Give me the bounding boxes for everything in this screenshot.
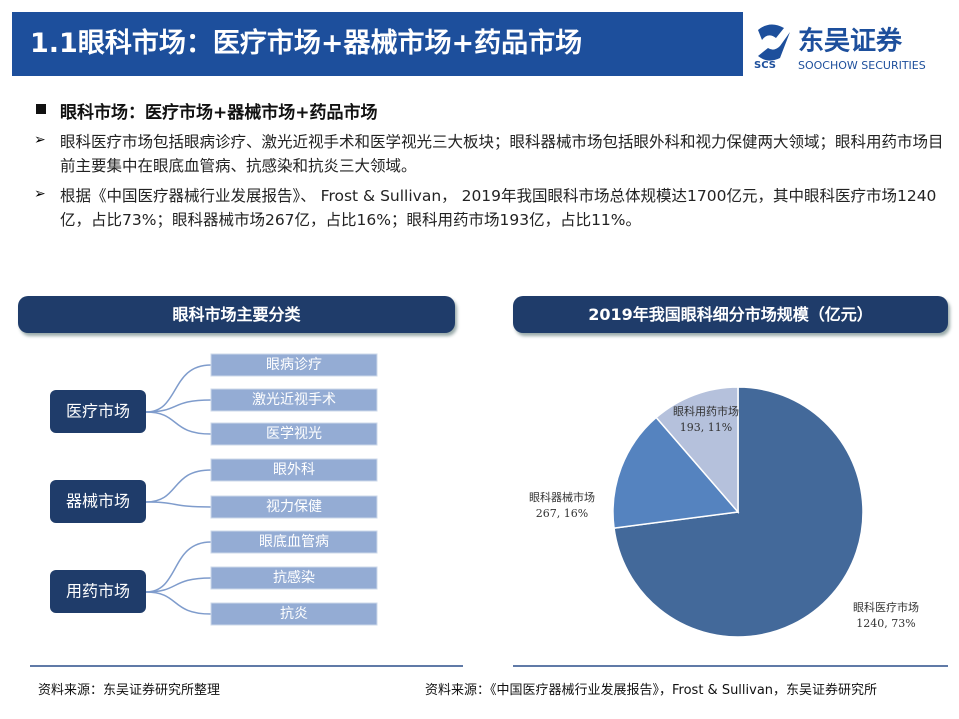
group-box: [50, 570, 146, 613]
bracket: [145, 577, 212, 593]
title: 1.1眼科市场：医疗市场+器械市场+药品市场: [30, 28, 583, 59]
item-box: [210, 422, 378, 446]
pie-slice: [655, 386, 739, 515]
slice-label: 1240, 73%: [856, 617, 915, 630]
item-label: 抗感染: [273, 569, 315, 586]
square-bullet: [36, 104, 46, 114]
group-box: [50, 390, 146, 433]
group-label: 用药市场: [66, 582, 130, 601]
item-box: [210, 458, 378, 482]
bracket: [145, 364, 212, 413]
logo-en: SOOCHOW SECURITIES: [798, 59, 926, 72]
group-box: [50, 480, 146, 523]
item-label: 眼病诊疗: [266, 357, 322, 373]
diagram-title: 眼科市场主要分类: [18, 296, 455, 333]
item-label: 医学视光: [266, 426, 322, 442]
slice-category: 眼科医疗市场: [853, 600, 919, 614]
bracket: [145, 591, 212, 615]
bullet-text: 根据《中国医疗器械行业发展报告》、 Frost & Sullivan， 2019…: [60, 187, 937, 229]
item-label: 抗炎: [280, 606, 308, 622]
pie-slice: [612, 416, 740, 529]
group-label: 医疗市场: [66, 402, 130, 421]
source: 资料来源：《中国医疗器械行业发展报告》，Frost & Sullivan，东吴证…: [425, 683, 878, 698]
slice-category: 眼科器械市场: [529, 490, 595, 504]
item-box: [210, 495, 378, 519]
bullet-text: 眼科医疗市场包括眼病诊疗、激光近视手术和医学视光三大板块；眼科器械市场包括眼外科…: [60, 133, 944, 175]
logo-name: 东吴证券: [798, 26, 903, 57]
slice-category: 眼科用药市场: [673, 404, 739, 418]
title-bar: [12, 12, 743, 76]
bracket: [145, 541, 212, 593]
item-label: 眼外科: [273, 462, 315, 478]
arrow-bullet: ➢: [34, 186, 46, 202]
bracket: [145, 469, 212, 503]
chart-title: 2019年我国眼科细分市场规模（亿元）: [513, 296, 948, 333]
item-box: [210, 353, 378, 377]
item-label: 眼底血管病: [259, 534, 329, 550]
bracket: [145, 501, 212, 508]
item-box: [210, 602, 378, 626]
item-box: [210, 388, 378, 412]
logo-mark: SCS: [754, 60, 776, 71]
item-label: 视力保健: [266, 499, 322, 515]
bracket: [145, 411, 212, 435]
bracket: [145, 399, 212, 413]
item-box: [210, 530, 378, 554]
item-label: 激光近视手术: [252, 391, 336, 408]
item-box: [210, 566, 378, 590]
logo-icon: [758, 24, 790, 61]
slice-label: 193, 11%: [680, 421, 732, 434]
heading: 眼科市场：医疗市场+器械市场+药品市场: [60, 103, 378, 123]
slice-label: 267, 16%: [536, 507, 588, 520]
group-label: 器械市场: [66, 492, 130, 511]
source: 资料来源：东吴证券研究所整理: [38, 683, 221, 698]
arrow-bullet: ➢: [34, 132, 46, 148]
logo: SCS 东吴证券 SOOCHOW SECURITIES: [754, 24, 926, 72]
